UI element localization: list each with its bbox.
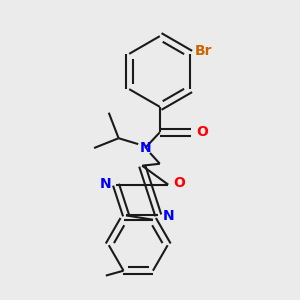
Text: N: N	[163, 209, 175, 224]
Text: O: O	[173, 176, 185, 190]
Text: N: N	[100, 177, 111, 191]
Text: N: N	[139, 141, 151, 155]
Text: O: O	[196, 125, 208, 139]
Text: Br: Br	[194, 44, 212, 58]
